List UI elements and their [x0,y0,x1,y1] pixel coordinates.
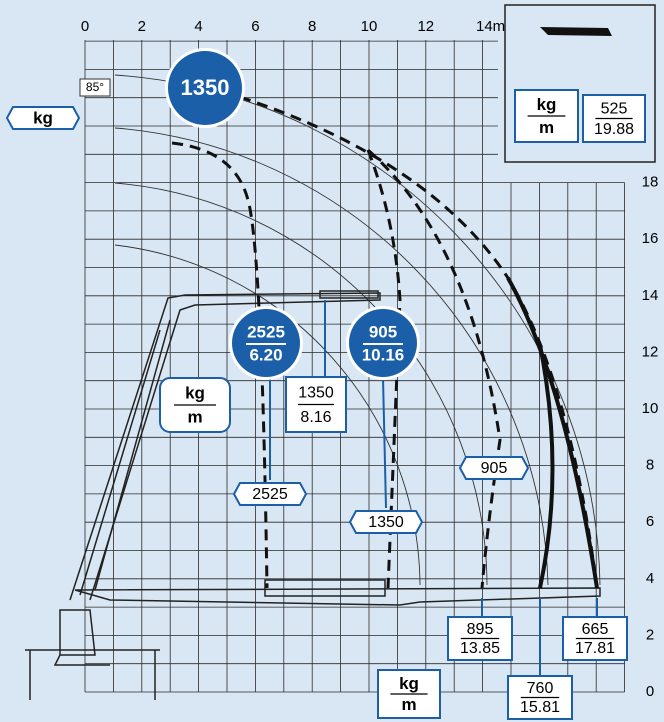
x-axis-label: 6 [251,18,259,35]
y-axis-label: 12 [642,343,659,360]
bottom-load-top: 895 [467,621,494,638]
bottom-unit-bottom: m [401,695,416,714]
bottom-unit-top: kg [399,674,419,693]
unit-box-top: kg [185,384,205,403]
load-curves [171,95,599,589]
x-axis-label: 0 [81,18,89,35]
angle: 85° [86,80,104,94]
y-axis-label: 6 [646,513,654,530]
bottom-load-top: 760 [527,680,554,697]
unit-box-bottom: m [187,407,202,426]
crane [25,290,601,700]
y-axis-label: 18 [642,174,659,191]
x-axis-label: 14m [476,18,505,35]
inset-load-top: 525 [601,100,628,117]
bottom-load-top: 665 [582,621,609,638]
x-axis-label: 2 [138,18,146,35]
hex-label [458,456,530,480]
inset-unit-top: kg [537,95,557,114]
load-circle [168,51,242,125]
mid-load-bottom: 8.16 [300,409,331,426]
bottom-load-bottom: 15.81 [520,699,560,716]
bottom-load-bottom: 13.85 [460,640,500,657]
hex-text: kg [33,108,53,127]
y-axis-label: 0 [646,683,654,700]
inset-unit-bottom: m [539,118,554,137]
y-axis-label: 8 [646,457,654,474]
hex-text: 1350 [368,514,404,531]
circle-kg: 905 [369,322,397,341]
circle-m: 10.16 [362,345,405,364]
hex-text: 905 [481,460,508,477]
hex-label [348,510,424,534]
y-axis-label: 10 [642,400,659,417]
x-axis-label: 8 [308,18,316,35]
y-axis-label: 14 [642,287,659,304]
y-axis-label: 4 [646,570,654,587]
inset-unit [514,89,579,143]
circle-m: 6.20 [249,345,282,364]
bottom-load-bottom: 17.81 [575,640,615,657]
hex-label [232,482,308,506]
x-axis-label: 12 [417,18,434,35]
bottom-unit [377,669,441,719]
inset-load-bottom: 19.88 [594,121,634,138]
angle-box [79,78,111,97]
y-axis-label: 16 [642,230,659,247]
hex-text: 2525 [252,486,288,503]
circle-kg: 2525 [247,322,285,341]
grid [84,40,625,693]
x-axis-label: 4 [194,18,202,35]
x-axis-label: 10 [361,18,378,35]
inset-jib [540,27,612,36]
leaders [269,36,615,676]
y-axis-label: 2 [646,626,654,643]
hex-label [5,106,81,130]
top-load: 1350 [181,75,230,100]
mid-load-top: 1350 [298,385,334,402]
